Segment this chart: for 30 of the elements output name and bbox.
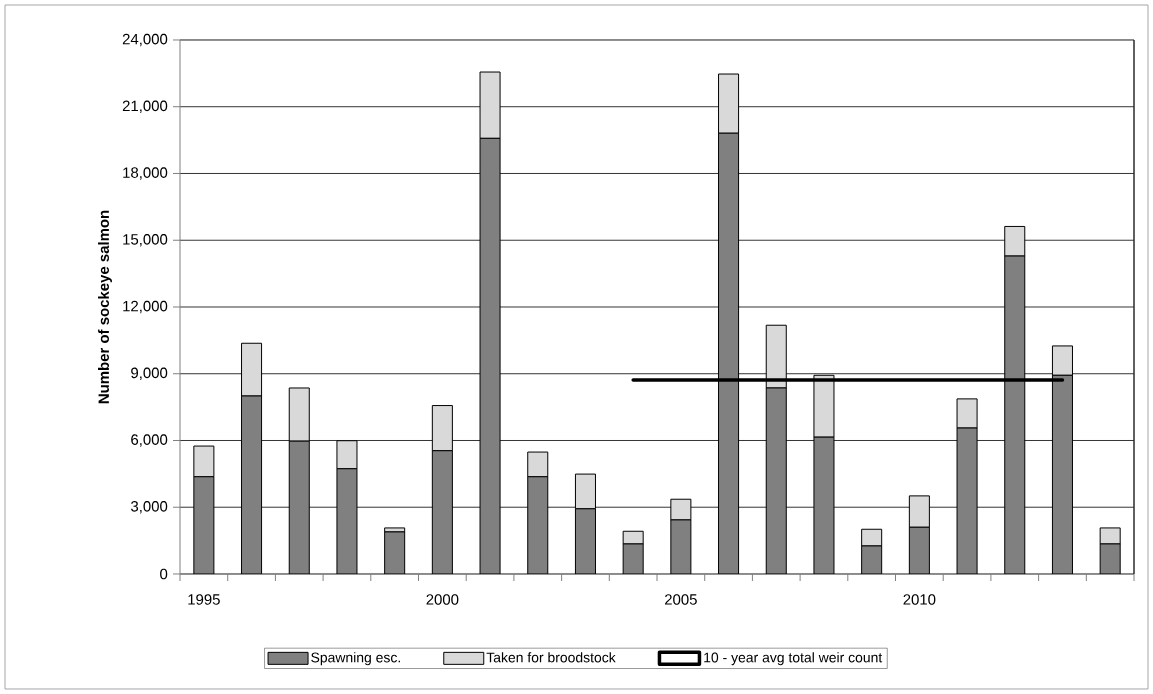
y-tick-label: 15,000 xyxy=(123,234,168,247)
legend-label: 10 - year avg total weir count xyxy=(704,652,883,666)
bar xyxy=(861,528,883,547)
y-tick-label: 18,000 xyxy=(123,167,168,180)
bar xyxy=(241,342,263,397)
legend-label: Spawning esc. xyxy=(311,652,400,666)
bar xyxy=(670,498,692,521)
y-axis-title: Number of sockeye salmon xyxy=(98,210,112,404)
y-tick-label: 6,000 xyxy=(131,434,168,447)
y-tick-label: 21,000 xyxy=(122,100,168,113)
x-tick-label: 1995 xyxy=(188,594,220,605)
bar xyxy=(431,405,453,452)
bar xyxy=(527,451,549,478)
x-tick-label: 2010 xyxy=(903,594,936,605)
x-tick-label: 2005 xyxy=(664,594,697,605)
x-tick-label: 2000 xyxy=(426,594,459,605)
y-tick-label: 3,000 xyxy=(131,501,168,514)
bar xyxy=(336,440,358,470)
y-tick-label: 24,000 xyxy=(122,33,168,47)
bar xyxy=(622,530,644,545)
y-tick-label: 12,000 xyxy=(123,300,168,314)
legend-label: Taken for broodstock xyxy=(486,652,616,663)
bar xyxy=(288,387,310,442)
bar xyxy=(956,398,978,429)
y-tick-label: 0 xyxy=(160,568,168,580)
bar xyxy=(1004,225,1026,257)
y-tick-label: 9,000 xyxy=(131,367,168,380)
bar xyxy=(1051,345,1073,376)
bar xyxy=(574,473,596,510)
bar xyxy=(908,495,930,528)
